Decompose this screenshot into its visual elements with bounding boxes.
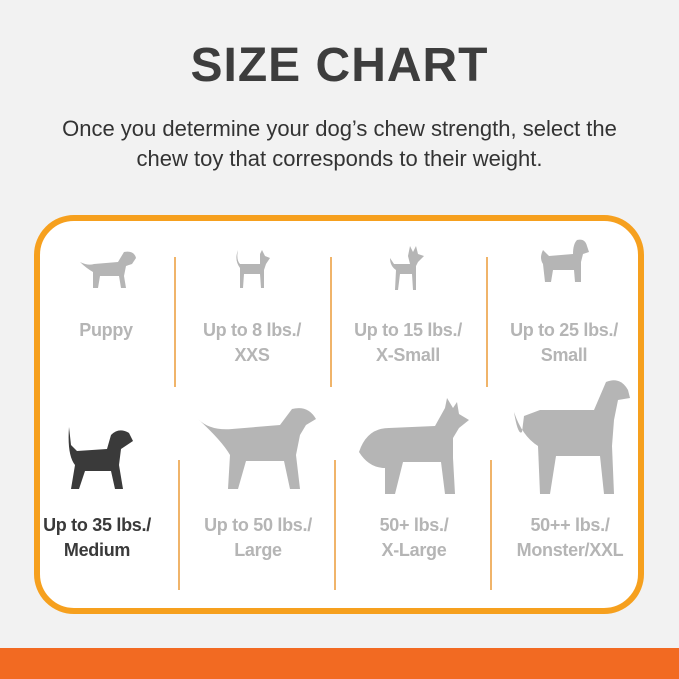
- size-label-line1: Up to 25 lbs./: [510, 320, 618, 340]
- divider: [174, 257, 176, 387]
- size-label-line1: Up to 8 lbs./: [202, 320, 302, 340]
- divider: [334, 460, 336, 590]
- size-label-line2: Monster/XXL: [516, 540, 624, 560]
- divider: [490, 460, 492, 590]
- subtitle-line-2: chew toy that corresponds to their weigh…: [136, 146, 543, 171]
- size-label-line2: Large: [234, 540, 282, 560]
- size-label-line1: 50+ lbs./: [379, 515, 449, 535]
- toy-dog-icon: [333, 244, 483, 292]
- size-label-line1: Up to 15 lbs./: [354, 320, 462, 340]
- size-label-3: Up to 25 lbs./ Small: [489, 318, 639, 368]
- size-label-line1: 50++ lbs./: [530, 515, 610, 535]
- size-label-7: 50++ lbs./ Monster/XXL: [495, 513, 645, 563]
- size-label-2: Up to 15 lbs./ X-Small: [333, 318, 483, 368]
- size-label-line2: X-Small: [376, 345, 440, 365]
- size-label-1: Up to 8 lbs./ XXS: [177, 318, 327, 368]
- divider: [178, 460, 180, 590]
- subtitle: Once you determine your dog’s chew stren…: [0, 114, 679, 174]
- size-label-line1: Up to 35 lbs./: [43, 515, 151, 535]
- great-dane-icon: [495, 376, 645, 496]
- chihuahua-icon: [177, 248, 327, 290]
- size-label-line2: XXS: [234, 345, 270, 365]
- size-label-line2: Small: [540, 345, 588, 365]
- size-label-4: Up to 35 lbs./ Medium: [22, 513, 172, 563]
- bottom-bar: [0, 648, 679, 679]
- beagle-icon: [22, 425, 172, 493]
- size-label-line1: Puppy: [79, 320, 133, 340]
- divider: [330, 257, 332, 387]
- divider: [486, 257, 488, 387]
- size-label-line2: X-Large: [381, 540, 447, 560]
- size-label-line1: Up to 50 lbs./: [204, 515, 312, 535]
- size-label-line2: Medium: [63, 540, 131, 560]
- labrador-icon: [183, 405, 333, 491]
- page-title: SIZE CHART: [190, 39, 489, 92]
- shepherd-icon: [339, 398, 489, 496]
- size-label-0: Puppy: [31, 318, 181, 343]
- terrier-icon: [489, 236, 639, 284]
- size-label-6: 50+ lbs./ X-Large: [339, 513, 489, 563]
- subtitle-line-1: Once you determine your dog’s chew stren…: [62, 116, 617, 141]
- puppy-icon: [31, 250, 181, 290]
- size-label-5: Up to 50 lbs./ Large: [183, 513, 333, 563]
